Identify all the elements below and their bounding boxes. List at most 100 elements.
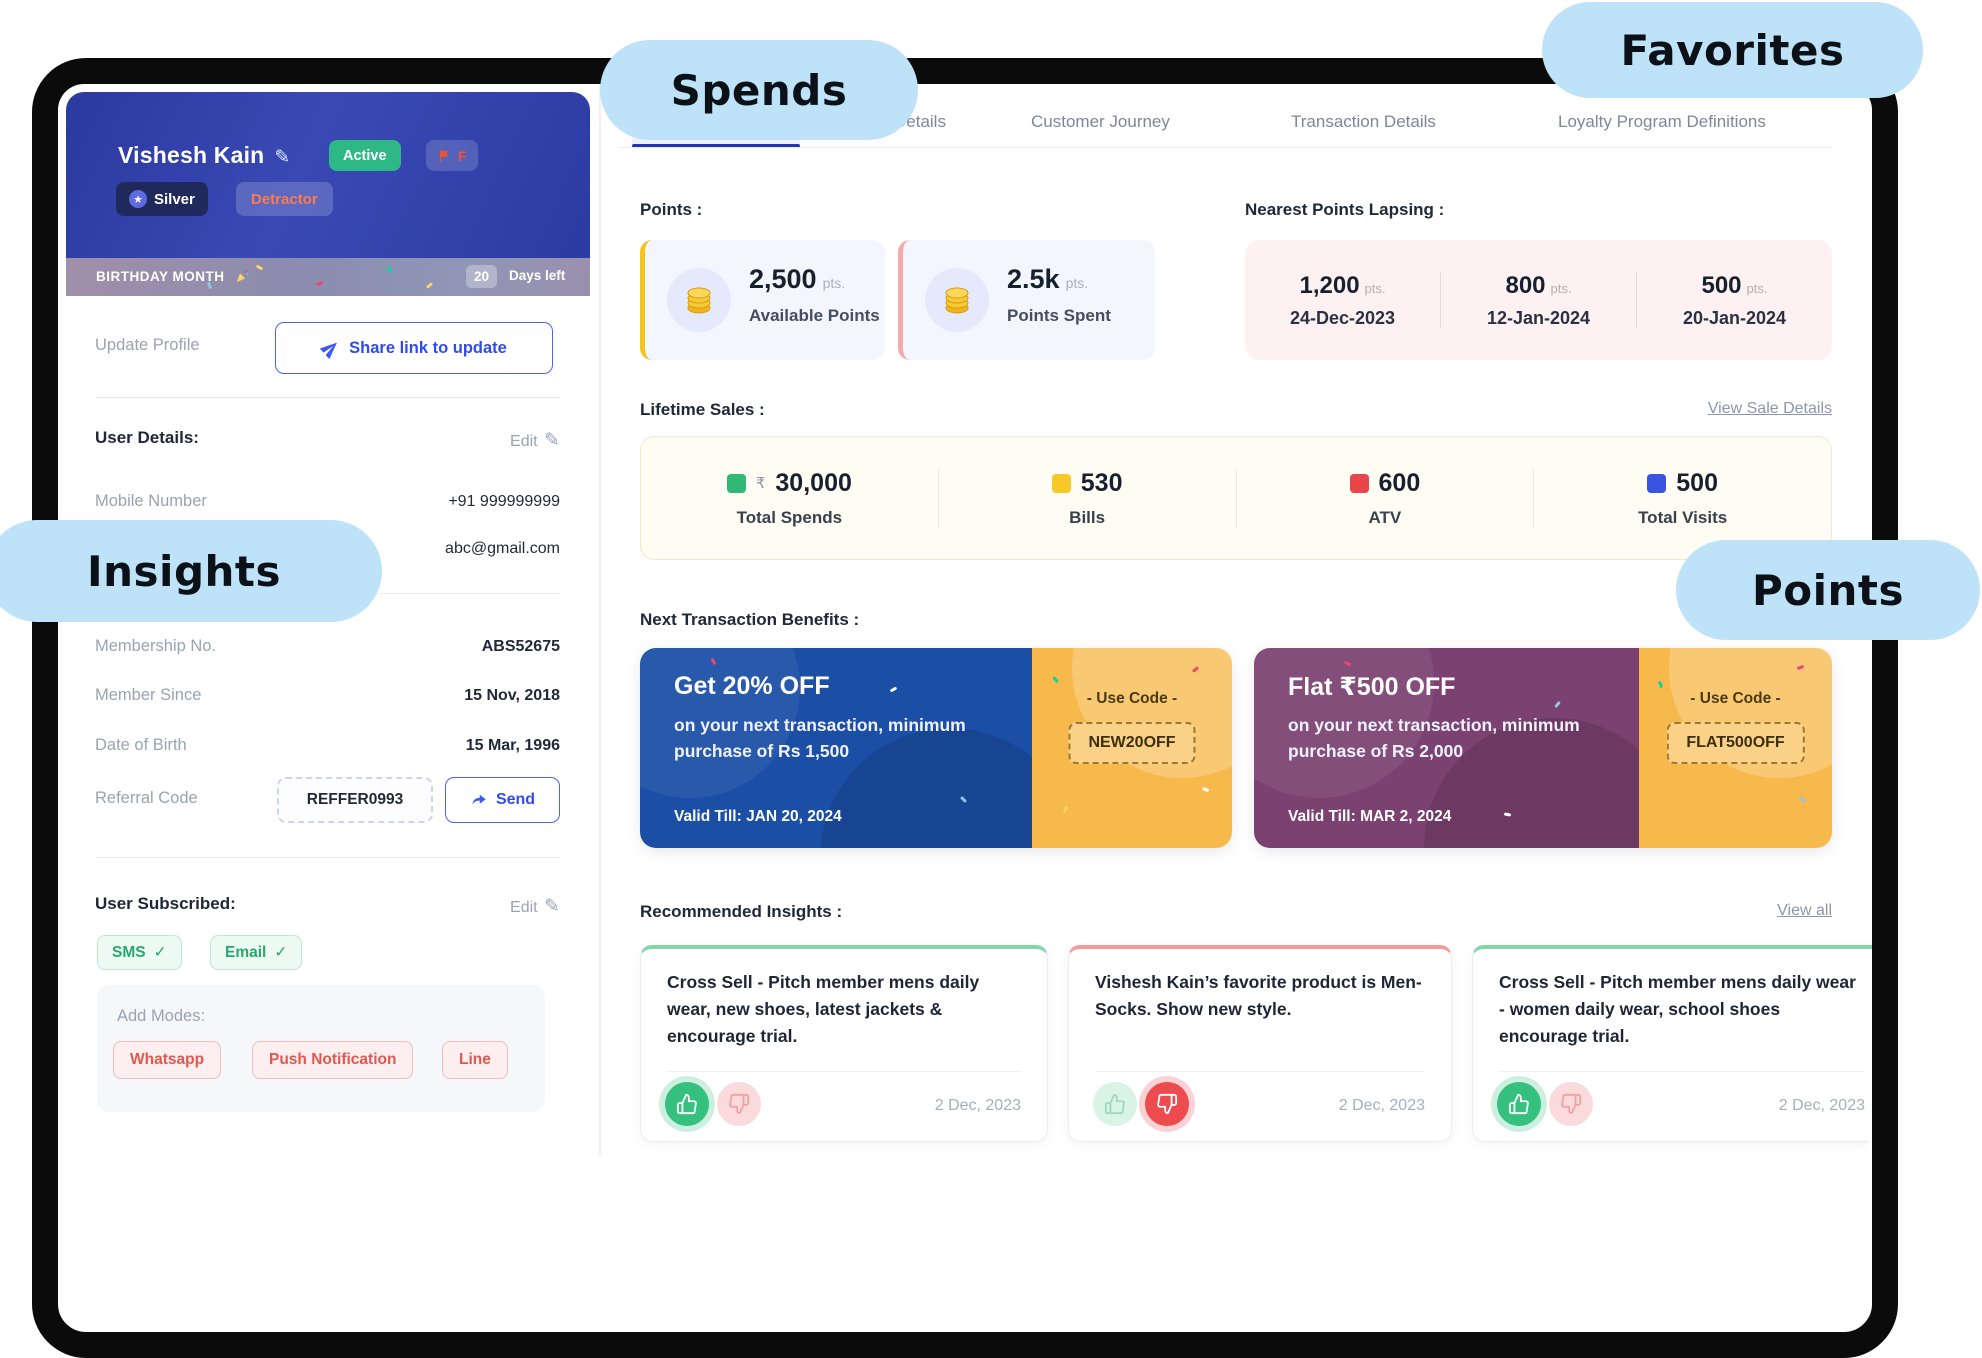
send-referral-button[interactable]: Send [445,777,560,823]
lapsing-value: 1,200 pts. [1299,271,1386,299]
mode-whatsapp[interactable]: Whatsapp [113,1041,222,1079]
tier-badge: ★ Silver [116,182,208,216]
mode-line[interactable]: Line [442,1041,508,1079]
lapsing-value: 800 pts. [1505,271,1572,299]
available-points-value: 2,500 pts. [749,264,846,294]
divider [1095,1071,1425,1072]
lapsing-heading: Nearest Points Lapsing : [1245,200,1445,219]
view-all-link[interactable]: View all [1777,902,1832,919]
lapsing-date: 24-Dec-2023 [1289,307,1396,328]
lapsing-value: 500 pts. [1701,271,1768,299]
lifetime-item-bills: 530 Bills [937,468,1236,528]
coupon-description: on your next transaction, minimum purcha… [1288,715,1580,762]
sentiment-badge: Detractor [236,182,333,216]
days-left-label: Days left [509,268,566,283]
tier-label: Silver [154,190,195,208]
lapsing-date: 20-Jan-2024 [1682,307,1787,328]
green-swatch [726,473,746,493]
view-sale-details-link[interactable]: View Sale Details [1707,400,1832,417]
coupon-code[interactable]: NEW20OFF [1068,722,1196,764]
lapsing-item: 800 pts. 12-Jan-2024 [1440,271,1636,329]
tab-active-underline [632,144,800,148]
divider [95,857,560,858]
pencil-icon: ✎ [544,430,560,451]
points-heading: Points : [640,200,703,219]
confetti-speck [889,686,898,693]
edit-details-link[interactable]: Edit ✎ [510,430,560,451]
confetti-speck [1554,700,1561,709]
share-link-button[interactable]: Share link to update [275,322,553,374]
birthday-banner: BIRTHDAY MONTH 20 Days left [66,258,590,296]
coupon-title: Get 20% OFF [674,672,830,700]
status-badge: Active [329,140,401,171]
coupon-code-panel: - Use Code - FLAT500OFF [1639,648,1832,848]
profile-name: Vishesh Kain [118,142,265,168]
coupon-flat-500-off[interactable]: Flat ₹500 OFF on your next transaction, … [1254,648,1832,848]
lifetime-item-total-visits: 500 Total Visits [1533,468,1831,528]
coupon-validity: Valid Till: MAR 2, 2024 [1288,808,1452,825]
profile-header: Vishesh Kain ✎ Active F ★ Silver Detracto… [66,92,590,258]
thumbs-down-icon[interactable] [1549,1082,1593,1126]
insight-date: 2 Dec, 2023 [934,1097,1021,1114]
confetti-speck [1798,796,1807,803]
thumbs-up-icon[interactable] [1497,1082,1541,1126]
lifetime-sales-card: ₹30,000 Total Spends 530 Bills 600 ATV 5… [640,436,1832,560]
share-arrow-icon [472,794,486,805]
tab-loyalty-program-definitions[interactable]: Loyalty Program Definitions [1558,112,1766,131]
insight-date: 2 Dec, 2023 [1778,1097,1865,1114]
coupon-code-panel: - Use Code - NEW20OFF [1032,648,1232,848]
red-swatch [1349,473,1369,493]
lapsing-item: 500 pts. 20-Jan-2024 [1636,271,1832,329]
benefits-heading: Next Transaction Benefits : [640,610,860,629]
channel-sms[interactable]: SMS ✓ [97,935,182,970]
thumbs-up-icon[interactable] [665,1082,709,1126]
coupon-code[interactable]: FLAT500OFF [1666,722,1805,764]
insight-text: Cross Sell - Pitch member mens daily wea… [1499,972,1856,1047]
coupon-20-off[interactable]: Get 20% OFF on your next transaction, mi… [640,648,1232,848]
divider [667,1071,1021,1072]
birthday-banner-label: BIRTHDAY MONTH [96,268,250,284]
coupon-description: on your next transaction, minimum purcha… [674,715,966,762]
blue-swatch [1647,473,1667,493]
confetti-speck [255,264,264,271]
tab-transaction-details[interactable]: Transaction Details [1291,112,1436,131]
channel-email[interactable]: Email ✓ [210,935,303,970]
points-spent-card: 2.5k pts. Points Spent [898,240,1155,360]
referral-code-box[interactable]: REFFER0993 [277,777,433,823]
divider [1499,1071,1865,1072]
thumbs-down-icon[interactable] [1145,1082,1189,1126]
insight-date: 2 Dec, 2023 [1338,1097,1425,1114]
insights-heading: Recommended Insights : [640,902,843,921]
update-profile-label: Update Profile [95,336,200,354]
edit-subscribed-link[interactable]: Edit ✎ [510,896,560,917]
tab-customer-journey[interactable]: Customer Journey [1031,112,1170,131]
lifetime-sales-heading: Lifetime Sales : [640,400,765,419]
detail-row-label: Mobile Number [95,492,207,510]
bubble-points: Points [1676,540,1980,640]
flag-badge[interactable]: F [426,140,478,171]
available-points-card: 2,500 pts. Available Points [640,240,885,360]
insight-card: Cross Sell - Pitch member mens daily wea… [1472,945,1872,1142]
add-modes-panel: Add Modes: Whatsapp Push Notification Li… [97,985,545,1112]
yellow-swatch [1051,473,1071,493]
detail-row-value: 15 Mar, 1996 [465,737,560,754]
use-code-label: - Use Code - [1690,690,1781,707]
lifetime-item-total-spends: ₹30,000 Total Spends [641,469,938,528]
confetti-speck [386,265,393,274]
use-code-label: - Use Code - [1086,690,1178,707]
profile-name-row: Vishesh Kain ✎ [118,142,291,169]
bubble-favorites: Favorites [1542,2,1923,98]
confetti-speck [425,282,434,289]
divider [95,397,560,398]
insight-text: Vishesh Kain’s favorite product is Men-S… [1095,972,1422,1020]
pencil-icon: ✎ [544,896,560,917]
lapsing-date: 12-Jan-2024 [1486,307,1591,328]
lifetime-item-atv: 600 ATV [1235,468,1534,528]
edit-name-pencil-icon[interactable]: ✎ [274,147,291,168]
referral-code-label: Referral Code [95,789,198,807]
thumbs-up-icon[interactable] [1093,1082,1137,1126]
coins-icon [925,268,989,332]
thumbs-down-icon[interactable] [717,1082,761,1126]
mode-push-notification[interactable]: Push Notification [252,1041,414,1079]
bubble-spends: Spends [600,40,918,140]
